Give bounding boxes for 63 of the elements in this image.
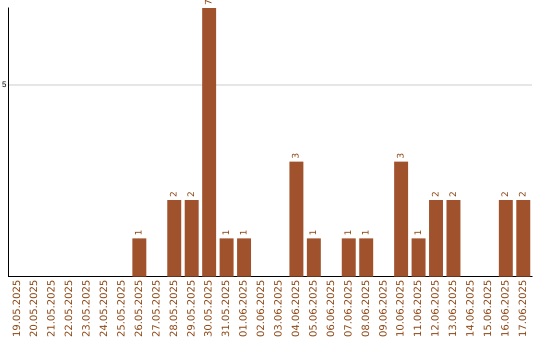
data-label: 2 — [518, 191, 529, 197]
x-tick-label: 17.06.2025 — [518, 280, 529, 338]
x-tick-label: 30.05.2025 — [204, 280, 215, 338]
bar — [220, 238, 234, 277]
data-label: 1 — [414, 230, 424, 236]
bar — [498, 200, 513, 277]
x-tick-label: 11.06.2025 — [413, 280, 424, 338]
bar — [446, 200, 460, 277]
x-tick-label: 04.06.2025 — [290, 280, 302, 338]
x-tick-label: 02.06.2025 — [256, 280, 268, 338]
x-tick-label: 29.05.2025 — [186, 280, 198, 338]
x-tick-label: 23.05.2025 — [82, 280, 93, 338]
data-label: 3 — [292, 152, 302, 159]
x-tick-label: 19.05.2025 — [12, 280, 23, 338]
data-label: 1 — [344, 230, 354, 236]
x-tick-label: 01.06.2025 — [238, 280, 250, 338]
x-tick-label: 28.05.2025 — [168, 280, 180, 338]
x-tick-label: 13.06.2025 — [448, 280, 460, 338]
data-label: 2 — [501, 191, 512, 197]
bar — [167, 200, 182, 277]
x-tick-label: 05.06.2025 — [308, 280, 320, 338]
bar — [184, 200, 199, 277]
data-label: 1 — [239, 230, 250, 236]
bar — [202, 8, 216, 277]
x-tick-label: 15.06.2025 — [482, 280, 494, 338]
x-tick-label: 07.06.2025 — [343, 280, 354, 338]
data-label: 1 — [309, 230, 320, 236]
bar — [516, 200, 530, 277]
data-label: 3 — [396, 152, 406, 159]
data-label: 2 — [448, 191, 459, 197]
data-label: 2 — [187, 191, 198, 197]
data-label: 2 — [170, 191, 180, 197]
x-tick-label: 22.05.2025 — [64, 280, 76, 338]
data-label: 2 — [431, 191, 442, 197]
bar — [289, 162, 304, 277]
bar — [359, 238, 374, 277]
x-tick-label: 27.05.2025 — [151, 280, 162, 338]
bar — [342, 238, 356, 277]
x-tick-label: 16.06.2025 — [500, 280, 512, 338]
x-tick-label: 24.05.2025 — [99, 280, 110, 338]
bar — [306, 238, 321, 277]
bar — [412, 238, 426, 277]
x-tick-label: 26.05.2025 — [134, 280, 145, 338]
x-tick-label: 31.05.2025 — [221, 280, 232, 338]
data-label: 1 — [362, 230, 372, 236]
data-label: 7 — [204, 0, 214, 5]
bar — [132, 238, 146, 277]
data-label: 1 — [134, 230, 145, 236]
bar — [394, 162, 408, 277]
x-tick-label: 06.06.2025 — [326, 280, 337, 338]
x-tick-label: 12.06.2025 — [430, 280, 442, 338]
x-tick-label: 08.06.2025 — [360, 280, 372, 338]
x-tick-label: 03.06.2025 — [274, 280, 285, 338]
x-tick-label: 10.06.2025 — [396, 280, 407, 338]
data-label: 1 — [222, 230, 232, 236]
bar — [429, 200, 443, 277]
y-tick-label: 5 — [2, 80, 7, 89]
x-tick-label: 09.06.2025 — [378, 280, 390, 338]
x-tick-label: 21.05.2025 — [46, 280, 58, 338]
x-tick-label: 20.05.2025 — [29, 280, 40, 338]
x-tick-label: 14.06.2025 — [466, 280, 477, 338]
bar — [237, 238, 252, 277]
x-tick-label: 25.05.2025 — [116, 280, 128, 338]
